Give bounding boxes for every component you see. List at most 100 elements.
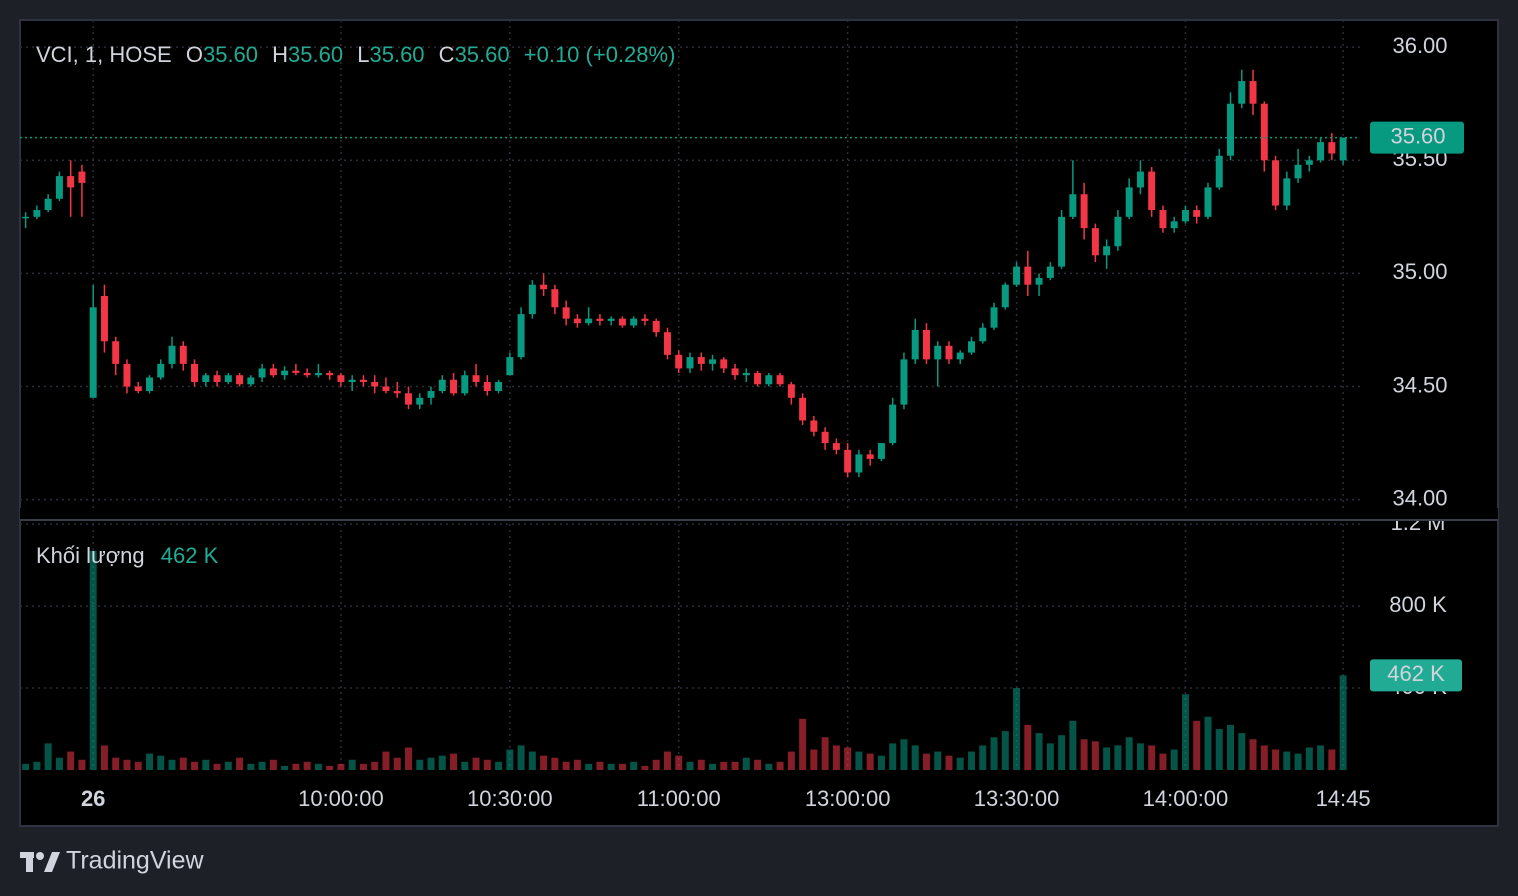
volume-bar (495, 761, 503, 770)
y-tick-label: 35.00 (1392, 259, 1447, 284)
pane-separator-cover (20, 508, 1498, 519)
candle-body (1204, 187, 1212, 217)
volume-bar (709, 763, 717, 770)
volume-bar (562, 761, 570, 770)
candle-body (224, 375, 232, 382)
volume-bar (517, 745, 525, 770)
volume-bar (1294, 753, 1302, 770)
x-tick-label: 26 (81, 786, 105, 811)
candle-body (866, 454, 874, 459)
y-tick-label: 34.50 (1392, 372, 1447, 397)
change: +0.10 (+0.28%) (524, 42, 676, 67)
candle-body (461, 375, 469, 394)
candle-body (844, 449, 852, 473)
volume-bar (934, 751, 942, 770)
candle-body (922, 329, 930, 360)
volume-bar (450, 753, 458, 770)
volume-bar (855, 751, 863, 770)
candle-body (1091, 228, 1099, 256)
candle-body (495, 381, 503, 392)
volume-bar (1080, 739, 1088, 770)
candle-body (371, 381, 379, 387)
x-tick-label: 13:30:00 (974, 786, 1060, 811)
volume-bar (1227, 724, 1234, 770)
l-label: L (357, 42, 369, 67)
volume-bar (506, 749, 514, 770)
volume-bar (472, 757, 480, 770)
volume-bar (686, 761, 694, 770)
volume-bar (1125, 737, 1133, 770)
volume-bar (269, 759, 277, 770)
candle-body (359, 379, 367, 382)
candle-body (1249, 81, 1257, 104)
candle-body (1058, 216, 1066, 267)
chart-frame (19, 19, 1499, 827)
candle-body (517, 314, 525, 358)
last-price-label: 35.60 (1390, 123, 1445, 148)
volume-name: Khối lượng (36, 543, 145, 568)
candle-body (89, 307, 97, 398)
candle-body (1125, 187, 1133, 217)
volume-bar (754, 759, 762, 770)
candle-body (382, 386, 390, 392)
volume-bar (1328, 749, 1336, 770)
volume-bar (1148, 745, 1156, 770)
volume-bar (337, 763, 345, 770)
volume-bar (573, 759, 581, 770)
volume-bar (168, 759, 176, 770)
candle-body (1170, 221, 1178, 229)
volume-bar (89, 550, 97, 770)
brand-logo (20, 852, 60, 872)
candle-body (191, 363, 199, 382)
x-tick-label: 11:00:00 (637, 786, 721, 811)
candle-body (956, 352, 964, 360)
candle-body (990, 307, 998, 328)
candle-body (427, 391, 435, 398)
candle-body (1328, 142, 1336, 154)
low: 35.60 (369, 42, 424, 67)
candle-body (979, 327, 987, 342)
open: 35.60 (203, 42, 258, 67)
candle-body (112, 341, 120, 364)
candle-body (1227, 103, 1234, 156)
y-tick-label: 34.00 (1392, 485, 1447, 510)
volume-bar (1204, 716, 1212, 770)
volume-bar (191, 761, 199, 770)
volume-bar (112, 757, 120, 770)
volume-bar (371, 761, 379, 770)
candle-body (889, 404, 897, 444)
candle-body (821, 431, 829, 444)
volume-last-badge (1370, 659, 1462, 692)
plot-layer: 26 10:00:00 10:30:00 11:00:00 13:00:00 13:30:… (20, 20, 1498, 811)
candle-body (585, 318, 593, 324)
candle-body (157, 363, 165, 378)
volume-bar (1260, 745, 1268, 770)
candle-body (1181, 210, 1189, 222)
volume-bar (1181, 694, 1189, 770)
volume-bar (55, 757, 63, 770)
volume-bar (540, 755, 548, 770)
volume-bar (1103, 747, 1111, 770)
candle-body (506, 357, 514, 376)
candle-body (1114, 216, 1122, 247)
candle-body (810, 420, 818, 432)
candle-body (1080, 194, 1088, 229)
candle-body (236, 375, 244, 385)
volume-bar (551, 757, 559, 770)
volume-bar (596, 761, 604, 770)
candle-body (1317, 142, 1325, 161)
volume-bar (123, 759, 131, 770)
candle-body (1035, 277, 1043, 285)
candle-body (1024, 266, 1032, 285)
candle-body (686, 357, 694, 369)
candle-body (404, 393, 412, 405)
candle-body (573, 318, 581, 324)
candle-body (213, 375, 221, 382)
candle-body (78, 171, 86, 183)
volume-last-label: 462 K (1387, 661, 1445, 686)
candle-body (720, 359, 728, 369)
candle-body (44, 198, 52, 211)
volume-bar (33, 761, 41, 770)
volume-bar (1238, 733, 1246, 770)
candle-body (630, 318, 638, 326)
